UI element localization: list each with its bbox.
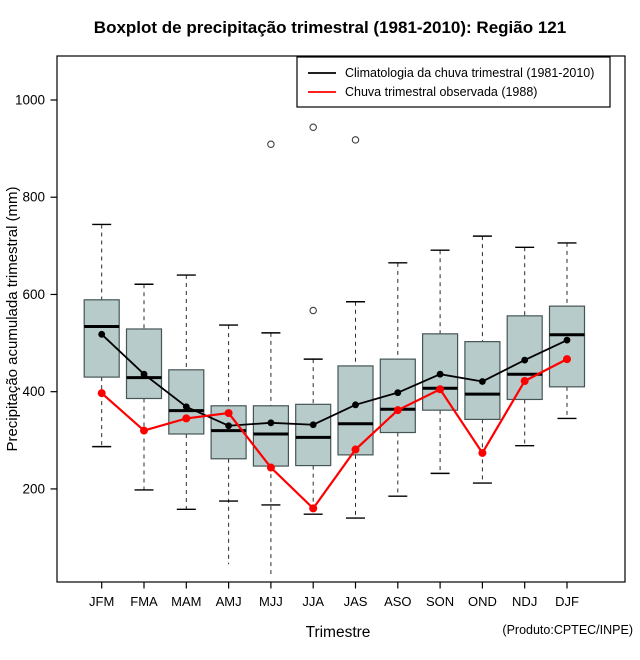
climatology-point-JJA xyxy=(309,421,317,429)
observed-point-DJF xyxy=(563,355,571,364)
climatology-point-ASO xyxy=(394,389,402,397)
climatology-point-NDJ xyxy=(521,356,529,364)
climatology-line xyxy=(101,333,568,427)
x-tick-label-DJF: DJF xyxy=(555,594,579,609)
x-tick-label-FMA: FMA xyxy=(130,594,158,609)
observed-point-JFM xyxy=(97,389,106,398)
x-tick-label-OND: OND xyxy=(468,594,497,609)
outlier-MJJ-0 xyxy=(267,140,275,148)
observed-point-OND xyxy=(478,448,487,457)
x-tick-label-JAS: JAS xyxy=(344,594,368,609)
plot-area: 200 400 600 800 1000 JFM FMA MAM AMJ MJJ JJA JAS ASO… xyxy=(15,93,586,609)
x-tick-label-JFM: JFM xyxy=(89,594,114,609)
plot-frame xyxy=(56,55,626,583)
observed-point-NDJ xyxy=(520,376,529,385)
page-title: Boxplot de precipitação trimestral (1981… xyxy=(94,18,566,37)
observed-point-ASO xyxy=(393,406,402,415)
box-JJA xyxy=(295,403,332,467)
x-tick-label-ASO: ASO xyxy=(384,594,411,609)
climatology-point-SON xyxy=(436,370,444,378)
x-tick-label-NDJ: NDJ xyxy=(512,594,537,609)
y-tick-label-1000: 1000 xyxy=(15,93,45,108)
observed-point-AMJ xyxy=(224,409,233,418)
observed-point-MJJ xyxy=(266,463,275,472)
legend-label-climatology: Climatologia da chuva trimestral (1981-2… xyxy=(345,66,594,80)
observed-point-MAM xyxy=(182,414,191,423)
y-tick-label-800: 800 xyxy=(22,190,45,205)
observed-point-JJA xyxy=(309,504,318,513)
climatology-point-OND xyxy=(479,378,486,385)
outlier-JAS-0 xyxy=(351,136,360,144)
y-tick-label-600: 600 xyxy=(22,287,45,302)
legend-box xyxy=(296,56,611,108)
climatology-point-MJJ xyxy=(267,419,275,427)
climatology-point-MAM xyxy=(182,403,190,411)
legend: Climatologia da chuva trimestral (1981-2… xyxy=(296,56,611,108)
climatology-point-JFM xyxy=(98,330,106,338)
x-tick-label-AMJ: AMJ xyxy=(216,594,242,609)
climatology-point-AMJ xyxy=(225,422,233,430)
outlier-JJA-0 xyxy=(309,306,317,315)
observed-point-JAS xyxy=(351,445,360,454)
y-axis-title: Precipitação acumulada trimestral (mm) xyxy=(4,186,21,451)
box-JFM xyxy=(83,299,120,378)
legend-label-observed: Chuva trimestral observada (1988) xyxy=(345,85,537,99)
climatology-point-JAS xyxy=(352,401,359,409)
credit-note: (Produto:CPTEC/INPE) xyxy=(502,623,633,637)
x-tick-label-SON: SON xyxy=(426,594,454,609)
climatology-point-DJF xyxy=(563,336,571,344)
x-tick-label-JJA: JJA xyxy=(302,594,324,609)
y-tick-label-200: 200 xyxy=(22,481,45,496)
box-MJJ xyxy=(252,405,289,467)
observed-point-FMA xyxy=(140,426,148,435)
climatology-point-FMA xyxy=(140,370,148,378)
y-tick-label-400: 400 xyxy=(22,384,45,399)
x-tick-label-MAM: MAM xyxy=(171,594,201,609)
outlier-JJA-1 xyxy=(309,123,317,131)
observed-line xyxy=(100,358,568,511)
box-MAM xyxy=(168,369,205,435)
observed-point-SON xyxy=(436,385,445,394)
x-axis-title: Trimestre xyxy=(306,624,371,641)
x-tick-label-MJJ: MJJ xyxy=(259,594,283,609)
